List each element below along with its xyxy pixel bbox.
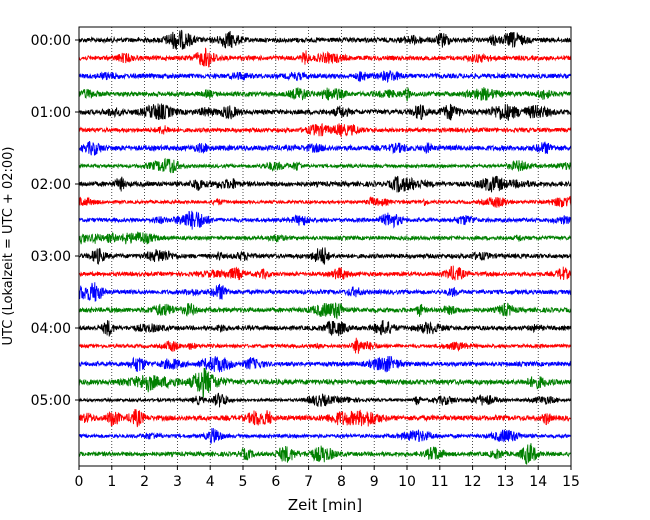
- trace-20: [78, 392, 572, 408]
- y-tick-label-05:00: 05:00: [31, 393, 71, 409]
- x-tick-label-9: 9: [370, 474, 379, 490]
- x-tick-label-4: 4: [206, 474, 215, 490]
- y-tick-label-01:00: 01:00: [31, 105, 71, 121]
- trace-19: [78, 367, 572, 398]
- trace-12: [78, 247, 572, 265]
- y-tick-label-00:00: 00:00: [31, 33, 71, 49]
- traces: [78, 29, 572, 465]
- x-tick-label-12: 12: [464, 474, 482, 490]
- trace-13: [78, 265, 572, 281]
- x-axis-label: Zeit [min]: [288, 496, 362, 514]
- x-tick-label-2: 2: [140, 474, 149, 490]
- trace-1: [78, 47, 572, 68]
- trace-2: [78, 70, 572, 84]
- trace-6: [78, 140, 572, 156]
- trace-21: [78, 409, 572, 428]
- trace-0: [78, 29, 572, 50]
- x-tick-label-11: 11: [431, 474, 449, 490]
- trace-17: [78, 337, 572, 354]
- x-tick-label-5: 5: [239, 474, 248, 490]
- trace-5: [78, 123, 572, 138]
- y-tick-label-02:00: 02:00: [31, 177, 71, 193]
- trace-10: [78, 210, 572, 230]
- x-tick-label-3: 3: [173, 474, 182, 490]
- y-axis-label: UTC (Lokalzeit = UTC + 02:00): [1, 147, 16, 346]
- grid-lines: [111, 27, 539, 466]
- trace-18: [78, 355, 572, 373]
- trace-11: [78, 231, 572, 245]
- y-axis: 00:00 01:00 02:00 03:00 04:00 05:00: [31, 33, 79, 409]
- trace-7: [78, 157, 572, 174]
- x-tick-label-14: 14: [529, 474, 547, 490]
- trace-9: [78, 195, 572, 208]
- x-axis: 0 1 2 3 4 5 6 7 8 9 10 11 12 13 14 15: [75, 466, 580, 490]
- trace-4: [78, 103, 572, 121]
- plot-frame: [78, 26, 572, 467]
- trace-15: [78, 302, 572, 320]
- x-tick-label-15: 15: [562, 474, 580, 490]
- y-tick-label-03:00: 03:00: [31, 249, 71, 265]
- trace-22: [78, 428, 572, 444]
- trace-3: [78, 87, 572, 102]
- x-tick-label-13: 13: [496, 474, 514, 490]
- x-tick-label-6: 6: [271, 474, 280, 490]
- trace-14: [78, 282, 572, 302]
- y-tick-label-04:00: 04:00: [31, 321, 71, 337]
- x-tick-label-7: 7: [304, 474, 313, 490]
- x-tick-label-0: 0: [75, 474, 84, 490]
- x-tick-label-1: 1: [107, 474, 116, 490]
- x-tick-label-10: 10: [398, 474, 416, 490]
- x-tick-label-8: 8: [337, 474, 346, 490]
- trace-8: [78, 175, 572, 193]
- trace-16: [78, 319, 572, 337]
- trace-23: [78, 443, 572, 465]
- plot-area: [79, 27, 571, 466]
